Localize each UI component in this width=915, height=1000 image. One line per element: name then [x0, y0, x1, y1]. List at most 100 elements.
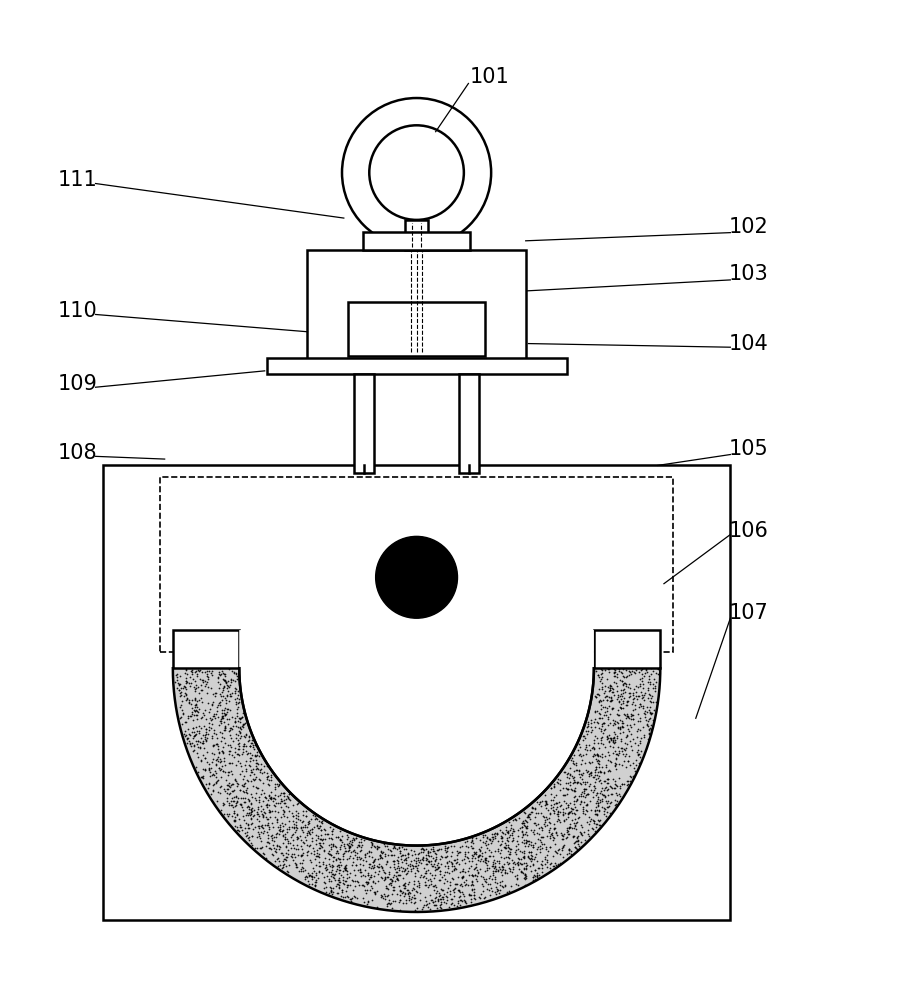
Point: [593, 792, 608, 808]
Point: [242, 805, 256, 821]
Point: [469, 862, 484, 878]
Point: [610, 793, 625, 809]
Point: [300, 869, 315, 885]
Point: [256, 785, 271, 801]
Point: [249, 780, 264, 796]
Point: [426, 894, 441, 910]
Point: [433, 863, 447, 879]
Point: [612, 719, 627, 735]
Point: [356, 857, 371, 873]
Point: [413, 892, 427, 908]
Point: [391, 849, 405, 865]
Point: [198, 731, 212, 747]
Point: [356, 877, 371, 893]
Point: [498, 864, 512, 880]
Point: [458, 855, 472, 871]
Point: [411, 873, 425, 889]
Point: [221, 661, 236, 677]
Point: [331, 880, 346, 896]
Point: [170, 680, 185, 696]
Point: [256, 758, 271, 774]
Point: [578, 802, 593, 818]
Point: [170, 666, 185, 682]
Point: [364, 858, 379, 874]
Point: [576, 747, 591, 763]
Point: [344, 837, 359, 853]
Point: [323, 846, 338, 862]
Point: [344, 893, 359, 909]
Point: [212, 717, 227, 733]
Point: [483, 876, 498, 892]
Point: [374, 889, 389, 905]
Point: [210, 697, 225, 713]
Point: [260, 769, 274, 785]
Point: [216, 795, 231, 811]
Point: [331, 859, 346, 875]
Point: [243, 804, 258, 820]
Point: [179, 673, 194, 689]
Point: [593, 721, 608, 737]
Point: [252, 771, 266, 787]
Point: [311, 863, 326, 879]
Point: [478, 835, 492, 851]
Point: [314, 831, 328, 847]
Point: [520, 818, 534, 834]
Point: [579, 814, 594, 830]
Point: [608, 780, 622, 796]
Point: [389, 864, 404, 880]
Point: [547, 830, 562, 846]
Point: [440, 889, 455, 905]
Point: [291, 795, 306, 811]
Point: [524, 799, 539, 815]
Point: [395, 877, 410, 893]
Point: [418, 865, 433, 881]
Point: [641, 726, 656, 742]
Point: [510, 871, 524, 887]
Point: [350, 873, 364, 889]
Point: [249, 792, 264, 808]
Point: [615, 719, 630, 735]
Point: [233, 790, 248, 806]
Point: [178, 681, 193, 697]
Point: [338, 862, 352, 878]
Point: [447, 838, 462, 854]
Point: [620, 773, 635, 789]
Point: [275, 785, 290, 801]
Point: [492, 882, 507, 898]
Point: [607, 668, 621, 684]
Point: [619, 668, 634, 684]
Point: [275, 857, 290, 873]
Point: [221, 767, 235, 783]
Point: [612, 712, 627, 728]
Point: [549, 827, 564, 843]
Text: 104: 104: [728, 334, 769, 354]
Point: [191, 718, 206, 734]
Point: [318, 875, 332, 891]
Point: [592, 812, 607, 828]
Point: [329, 861, 344, 877]
Point: [500, 854, 514, 870]
Point: [495, 859, 510, 875]
Point: [276, 804, 291, 820]
Point: [176, 705, 190, 721]
Point: [479, 833, 494, 849]
Point: [241, 817, 255, 833]
Point: [403, 858, 417, 874]
Point: [481, 853, 496, 869]
Point: [329, 845, 344, 861]
Point: [534, 853, 549, 869]
Point: [329, 876, 344, 892]
Point: [345, 890, 360, 906]
Point: [397, 862, 412, 878]
Point: [584, 715, 598, 731]
Point: [422, 887, 436, 903]
Point: [386, 838, 401, 854]
Point: [216, 763, 231, 779]
Point: [598, 779, 613, 795]
Point: [592, 687, 607, 703]
Point: [614, 700, 629, 716]
Point: [177, 726, 191, 742]
Point: [580, 774, 595, 790]
Point: [599, 688, 614, 704]
Point: [527, 801, 542, 817]
